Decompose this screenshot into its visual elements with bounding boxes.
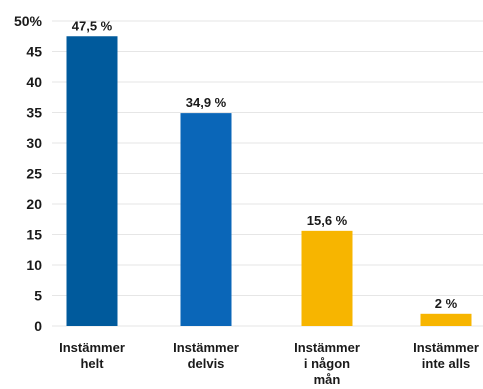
y-tick-label: 5 bbox=[34, 288, 42, 304]
gridlines bbox=[52, 20, 483, 327]
y-tick-label: 50% bbox=[14, 13, 43, 29]
bar bbox=[301, 230, 353, 326]
category-label: Instämmer helt bbox=[59, 340, 125, 371]
data-label: 2 % bbox=[435, 296, 458, 311]
category-label: Instämmer inte alls bbox=[413, 340, 479, 371]
bar bbox=[420, 313, 472, 326]
category-labels: Instämmer helt Instämmer delvis Instämmer i n… bbox=[59, 340, 479, 387]
y-tick-label: 10 bbox=[26, 257, 42, 273]
category-label: Instämmer i någon mån bbox=[294, 340, 360, 387]
y-tick-label: 35 bbox=[26, 105, 42, 121]
bar bbox=[180, 113, 232, 326]
data-labels: 47,5 % 34,9 % 15,6 % 2 % bbox=[72, 18, 458, 311]
y-tick-label: 0 bbox=[34, 318, 42, 334]
data-label: 15,6 % bbox=[307, 213, 348, 228]
y-tick-label: 40 bbox=[26, 74, 42, 90]
y-tick-label: 25 bbox=[26, 166, 42, 182]
bar bbox=[66, 36, 118, 326]
y-tick-label: 45 bbox=[26, 44, 42, 60]
y-tick-label: 15 bbox=[26, 227, 42, 243]
bars bbox=[66, 36, 472, 326]
data-label: 34,9 % bbox=[186, 95, 227, 110]
category-label: Instämmer delvis bbox=[173, 340, 239, 371]
data-label: 47,5 % bbox=[72, 18, 113, 33]
y-tick-label: 30 bbox=[26, 135, 42, 151]
y-tick-label: 20 bbox=[26, 196, 42, 212]
y-axis-ticks: 0 5 10 15 20 25 30 35 40 45 50% bbox=[14, 13, 43, 334]
